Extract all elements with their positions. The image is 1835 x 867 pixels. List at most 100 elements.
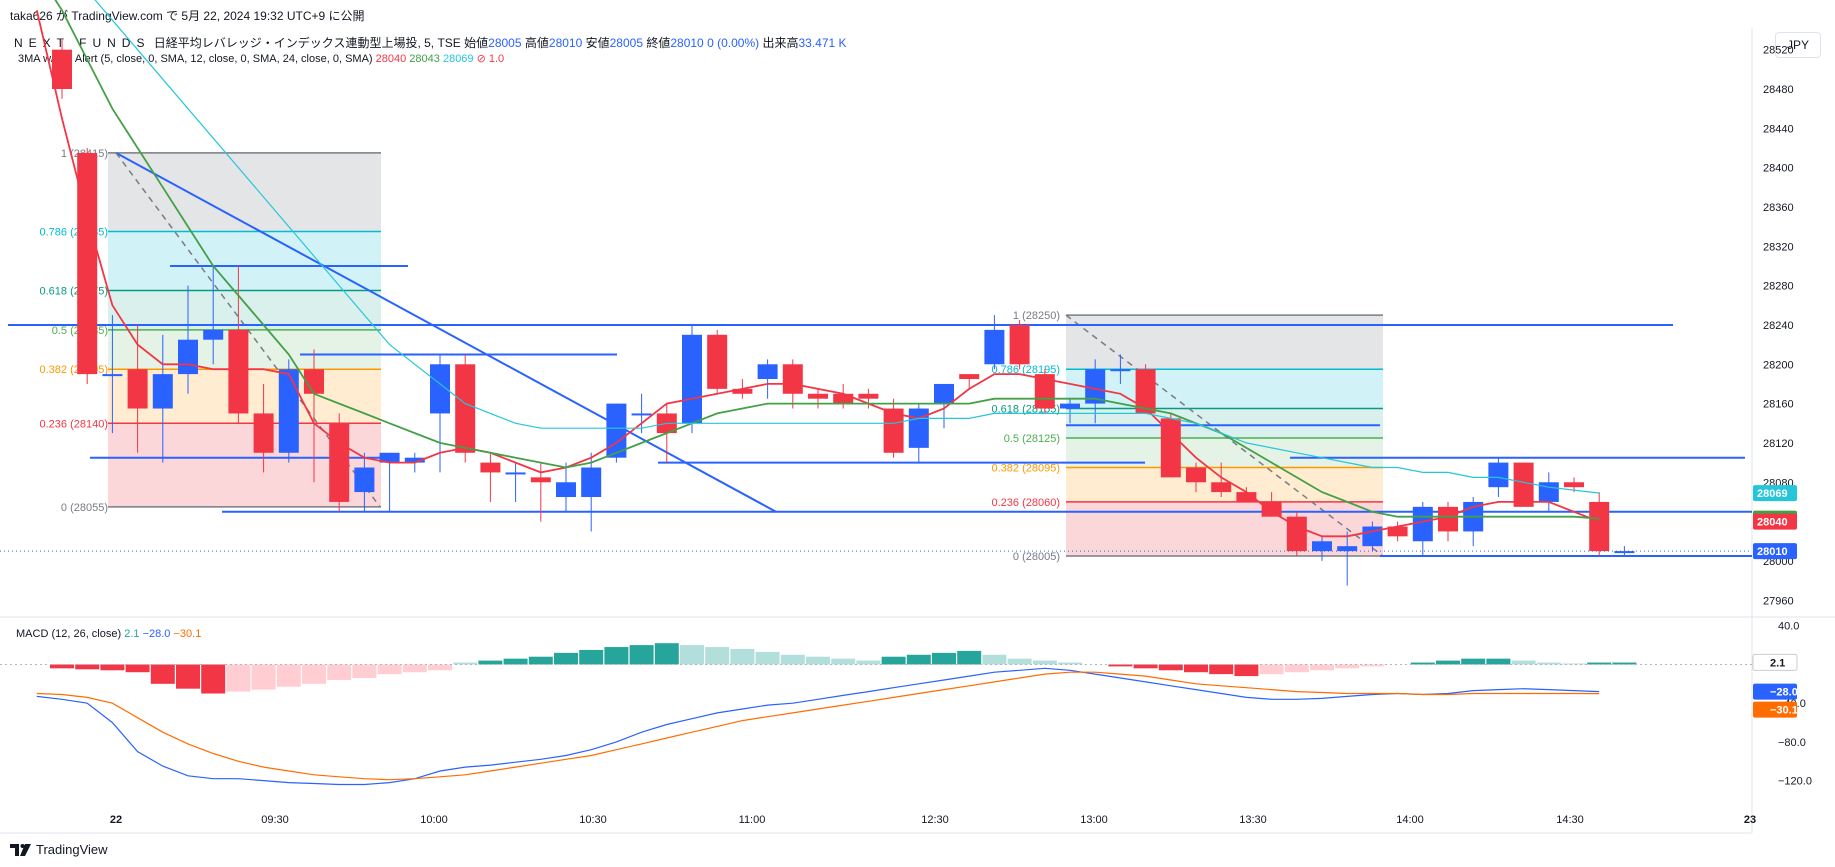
macd-histogram-bar [856,660,881,665]
macd-histogram-bar [1536,662,1561,665]
price-tick-label: 28280 [1763,281,1794,293]
time-tick-label: 14:00 [1396,814,1424,826]
macd-histogram-bar [579,649,604,665]
candle-body [959,374,980,380]
macd-histogram-bar [1461,658,1486,665]
time-tick-label: 14:30 [1556,814,1584,826]
candle-body [404,457,425,463]
price-tick-label: 28320 [1763,241,1794,253]
macd-histogram-bar [1511,660,1536,665]
candle-body [1060,403,1080,409]
candle-body [908,408,929,448]
candle-body [732,388,753,394]
candle-body [354,467,375,493]
tradingview-footer[interactable]: TradingView [10,842,108,857]
price-tick-label: 28240 [1763,320,1794,332]
macd-histogram-bar [1032,660,1057,665]
volume-label: 出来高 [762,36,799,50]
candle-body [152,374,173,409]
macd-histogram-bar [680,645,704,665]
candle-body [1135,369,1156,414]
open-value: 28005 [488,36,522,50]
macd-histogram-bar [881,656,906,665]
macd-badge [1753,701,1797,718]
fib2-zone [1066,501,1383,557]
candle-body [606,403,627,458]
candle-body [253,413,274,453]
symbol-legend: NEXT FUNDS 日経平均レバレッジ・インデックス連動型上場投, 5, TS… [14,34,847,51]
time-tick-label: 23 [1744,814,1756,826]
currency-button[interactable]: JPY [1775,32,1821,58]
macd-line-value: −28.0 [142,628,171,640]
price-tick-label: 28200 [1763,359,1794,371]
macd-histogram-bar [1259,664,1284,675]
macd-histogram-bar [327,664,352,680]
candle-body [1110,369,1131,372]
macd-histogram-bar [503,658,528,665]
macd-histogram-bar [150,664,175,684]
macd-histogram-bar [1284,664,1309,673]
macd-histogram-bar [377,664,402,675]
macd-tick-label: −120.0 [1778,776,1812,788]
candle-body [430,364,450,414]
macd-histogram-bar [1587,662,1612,665]
candle-body [1387,526,1408,537]
candle-body [883,408,904,453]
candle-body [1438,506,1458,532]
macd-histogram-bar [100,664,125,671]
moving-average-3 [94,0,1600,494]
macd-histogram-bar [1184,664,1208,673]
macd-histogram-bar [251,664,276,690]
moving-average-2 [54,0,1600,520]
macd-line [36,667,1600,786]
price-tick-label: 28400 [1763,163,1794,175]
macd-histogram-bar [705,647,730,665]
footer-brand: TradingView [36,842,108,857]
time-tick-label: 10:30 [579,814,607,826]
fib1-zone [108,152,381,232]
macd-histogram-bar [453,662,478,665]
macd-badge [1752,653,1798,671]
price-badge [1753,485,1797,502]
macd-histogram-bar [629,645,654,665]
price-badge-label: 28010 [1757,546,1788,558]
open-label: 始値 [464,36,489,50]
macd-histogram-bar [755,651,780,665]
candle-body [1009,324,1030,365]
indicator-extra: ⊘ 1.0 [476,53,505,65]
change-value: 0 (0.00%) [707,36,760,50]
indicator-legend[interactable]: 3MA w/ PC Alert (5, close, 0, SMA, 12, c… [18,52,504,65]
macd-histogram-bar [125,664,150,673]
macd-histogram-bar [1436,660,1460,665]
price-tick-label: 28120 [1763,438,1794,450]
candle-body [52,49,72,89]
macd-histogram-bar [1562,663,1586,665]
time-tick-label: 10:00 [420,814,448,826]
price-tick-label: 28520 [1763,45,1794,57]
candle-body [833,393,854,404]
candle-body [1538,482,1559,502]
tradingview-logo-icon [10,843,31,856]
macd-histogram-bar [201,664,226,694]
high-label: 高値 [524,36,549,50]
candle-body [934,383,954,404]
macd-histogram-bar [1335,664,1360,669]
macd-histogram-bar [932,652,956,665]
macd-histogram-bar [906,654,931,665]
macd-legend[interactable]: MACD (12, 26, close) 2.1 −28.0 −30.1 [16,628,201,640]
fib2-level-label: 0.382 (28095) [992,463,1061,475]
macd-histogram-bar [1158,664,1183,671]
candle-body [203,329,224,340]
macd-histogram-bar [75,664,100,670]
macd-tick-label: −80.0 [1778,737,1806,749]
candle-body [757,364,778,380]
macd-histogram-bar [478,660,503,665]
price-tick-label: 28160 [1763,399,1794,411]
candle-body [329,423,350,502]
high-value: 28010 [548,36,583,50]
macd-histogram-bar [957,650,982,665]
publish-info: taka626 が TradingView.com で 5月 22, 2024 … [10,9,365,23]
price-tick-label: 28360 [1763,202,1794,214]
candle-body [278,369,299,453]
